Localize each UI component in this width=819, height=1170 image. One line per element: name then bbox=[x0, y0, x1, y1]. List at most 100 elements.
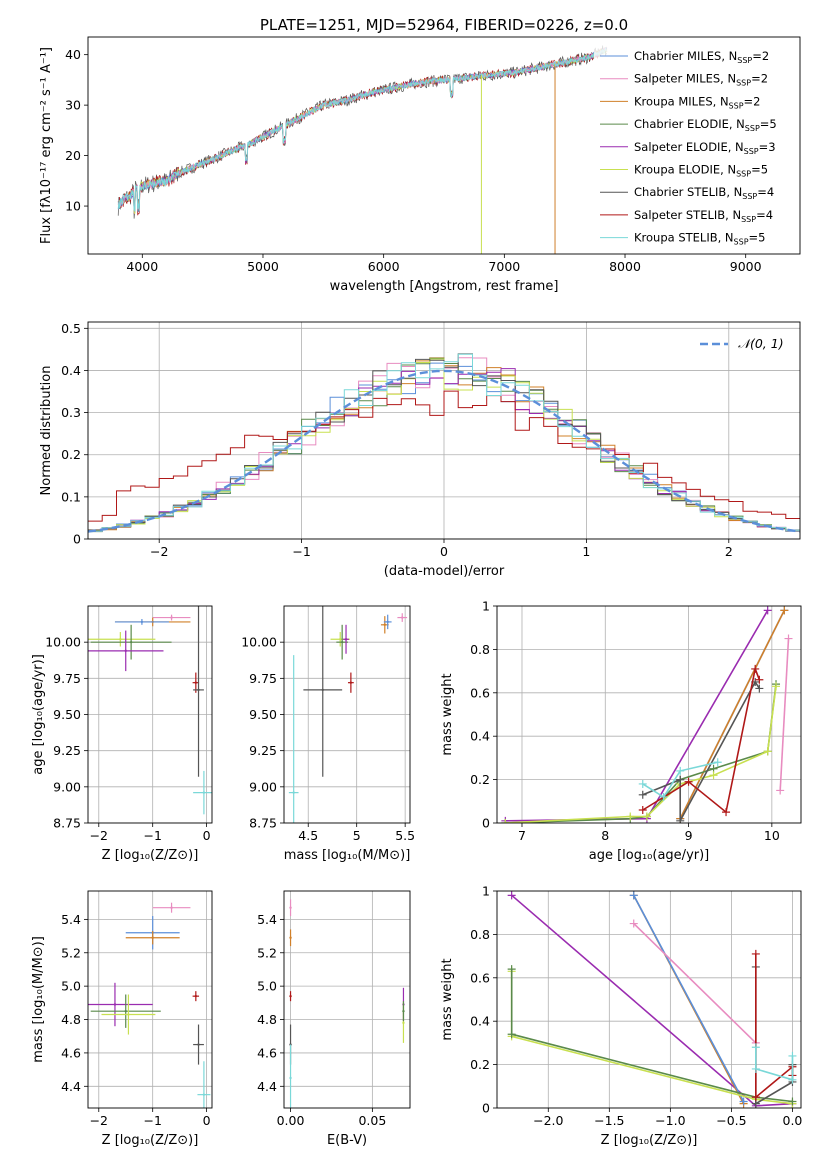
x-axis-label: Z [log₁₀(Z/Z⊙)] bbox=[102, 1133, 199, 1148]
y-tick-label: 4.6 bbox=[61, 1045, 81, 1060]
y-tick-label: 8.75 bbox=[249, 816, 277, 831]
legend-label: Chabrier ELODIE, NSSP=5 bbox=[634, 117, 777, 133]
weight-line-kroupa_stelib bbox=[755, 1047, 794, 1081]
point-chabrier_elodie bbox=[402, 1009, 405, 1013]
x-tick-label: 0.0 bbox=[783, 1113, 803, 1128]
y-tick-label: 9.50 bbox=[53, 707, 81, 722]
weight-marker-salpeter_miles bbox=[776, 786, 785, 795]
y-tick-label: 4.4 bbox=[61, 1079, 81, 1094]
x-tick-label: 8 bbox=[601, 828, 609, 843]
y-axis-label: mass [log₁₀(M/M⊙)] bbox=[31, 936, 46, 1063]
y-tick-label: 5.0 bbox=[257, 979, 277, 994]
point-kroupa_elodie bbox=[119, 638, 122, 641]
y-tick-label: 4.6 bbox=[257, 1045, 277, 1060]
plot-area bbox=[497, 891, 801, 1108]
y-tick-label: 1 bbox=[482, 599, 490, 614]
y-tick-label: 40 bbox=[65, 47, 81, 62]
y-tick-label: 9.50 bbox=[249, 707, 277, 722]
weight-marker-kroupa_stelib bbox=[659, 792, 668, 801]
point-kroupa_elodie bbox=[402, 1021, 405, 1025]
plot-area bbox=[497, 606, 801, 823]
x-tick-label: 5000 bbox=[247, 259, 279, 274]
weight-line-salpeter_miles bbox=[633, 922, 757, 1044]
point-kroupa_elodie bbox=[127, 1013, 130, 1016]
x-tick-label: 0 bbox=[203, 1113, 211, 1128]
panel-mass_vs_Z: −2 −1 0 4.4 4.6 4.8 5.0 5.2 5.4 Z [log₁₀(Z/Z⊙)] ma… bbox=[31, 890, 213, 1148]
point-salpeter_stelib bbox=[194, 994, 198, 998]
point-kroupa_miles bbox=[151, 936, 154, 939]
weight-line-kroupa_miles bbox=[679, 609, 786, 820]
weight-marker-salpeter_stelib bbox=[755, 675, 764, 684]
weight-marker-kroupa_miles bbox=[780, 606, 789, 615]
x-tick-label: 8000 bbox=[609, 259, 641, 274]
axes-frame bbox=[87, 605, 213, 824]
y-tick-label: 0.5 bbox=[61, 321, 81, 336]
weight-marker-kroupa_elodie bbox=[763, 747, 772, 756]
weight-line-chabrier_miles bbox=[632, 894, 745, 1102]
point-chabrier_miles bbox=[140, 620, 144, 624]
point-salpeter_elodie bbox=[344, 638, 348, 641]
y-tick-label: 0 bbox=[482, 816, 490, 831]
x-tick-label: 0.00 bbox=[277, 1113, 305, 1128]
x-tick-label: −1.5 bbox=[594, 1113, 624, 1128]
y-tick-label: 5.4 bbox=[61, 912, 81, 927]
y-tick-label: 0.4 bbox=[470, 1014, 490, 1029]
x-tick-label: 4000 bbox=[126, 259, 158, 274]
x-tick-label: −1 bbox=[292, 544, 310, 559]
x-axis-label: Z [log₁₀(Z/Z⊙)] bbox=[601, 1133, 698, 1148]
panel-spectrum: 4000 5000 6000 7000 8000 9000 10 20 30 40 waveleng… bbox=[39, 36, 801, 294]
axes-frame bbox=[87, 36, 801, 255]
point-salpeter_miles bbox=[401, 616, 404, 619]
x-tick-label: 0.05 bbox=[358, 1113, 386, 1128]
x-axis-label: E(B-V) bbox=[327, 1133, 367, 1148]
weight-line-chabrier_elodie bbox=[510, 969, 793, 1103]
y-tick-label: 0.2 bbox=[61, 447, 81, 462]
y-tick-label: 0.8 bbox=[470, 927, 490, 942]
weight-line-kroupa_stelib bbox=[642, 761, 718, 799]
legend-label: Salpeter MILES, NSSP=2 bbox=[634, 72, 768, 88]
point-kroupa_miles bbox=[383, 623, 386, 627]
y-tick-label: 8.75 bbox=[53, 816, 81, 831]
point-kroupa_elodie bbox=[339, 638, 342, 641]
x-tick-label: −2.0 bbox=[533, 1113, 563, 1128]
plot-area bbox=[117, 45, 608, 254]
weight-marker-salpeter_elodie bbox=[507, 891, 516, 900]
y-axis-label: Flux [fλ10⁻¹⁷ erg cm⁻² s⁻¹ A⁻¹] bbox=[39, 47, 54, 244]
y-tick-label: 0.6 bbox=[470, 970, 490, 985]
y-tick-label: 9.75 bbox=[249, 671, 277, 686]
point-chabrier_miles bbox=[386, 620, 389, 624]
y-tick-label: 4.8 bbox=[61, 1012, 81, 1027]
y-tick-label: 9.75 bbox=[53, 671, 81, 686]
y-tick-label: 4.8 bbox=[257, 1012, 277, 1027]
y-tick-label: 5.2 bbox=[61, 945, 81, 960]
weight-marker-kroupa_stelib bbox=[788, 1051, 797, 1060]
y-tick-label: 0.2 bbox=[470, 1057, 490, 1072]
x-tick-label: 1 bbox=[582, 544, 590, 559]
axes-frame bbox=[496, 605, 802, 824]
point-salpeter_miles bbox=[170, 906, 173, 909]
weight-marker-chabrier_stelib bbox=[638, 790, 647, 799]
weight-marker-chabrier_miles bbox=[629, 891, 638, 900]
x-axis-label: (data-model)/error bbox=[384, 564, 505, 579]
point-chabrier_stelib bbox=[197, 1043, 200, 1046]
point-kroupa_stelib bbox=[202, 791, 206, 794]
weight-marker-salpeter_miles bbox=[784, 634, 793, 643]
weight-marker-kroupa_elodie bbox=[709, 771, 718, 780]
weight-marker-salpeter_stelib bbox=[722, 808, 731, 817]
legend-label: Salpeter STELIB, NSSP=4 bbox=[634, 208, 773, 224]
panel-residuals: −2 −1 0 1 2 0 0.1 0.2 0.3 0.4 0.5 (data-model)/erro… bbox=[39, 321, 801, 579]
legend-label: Kroupa ELODIE, NSSP=5 bbox=[634, 163, 768, 179]
point-salpeter_stelib bbox=[349, 681, 353, 684]
y-tick-label: 0 bbox=[482, 1101, 490, 1116]
y-tick-label: 30 bbox=[65, 98, 81, 113]
y-axis-label: age [log₁₀(age/yr)] bbox=[31, 654, 46, 775]
x-tick-label: 9 bbox=[685, 828, 693, 843]
axes-frame bbox=[496, 890, 802, 1109]
point-salpeter_miles bbox=[289, 906, 292, 909]
x-tick-label: −1 bbox=[143, 1113, 161, 1128]
y-tick-label: 0.4 bbox=[470, 729, 490, 744]
point-chabrier_elodie bbox=[124, 1009, 127, 1013]
weight-marker-chabrier_stelib bbox=[755, 684, 764, 693]
x-tick-label: −1.0 bbox=[655, 1113, 685, 1128]
y-tick-label: 4.4 bbox=[257, 1079, 277, 1094]
